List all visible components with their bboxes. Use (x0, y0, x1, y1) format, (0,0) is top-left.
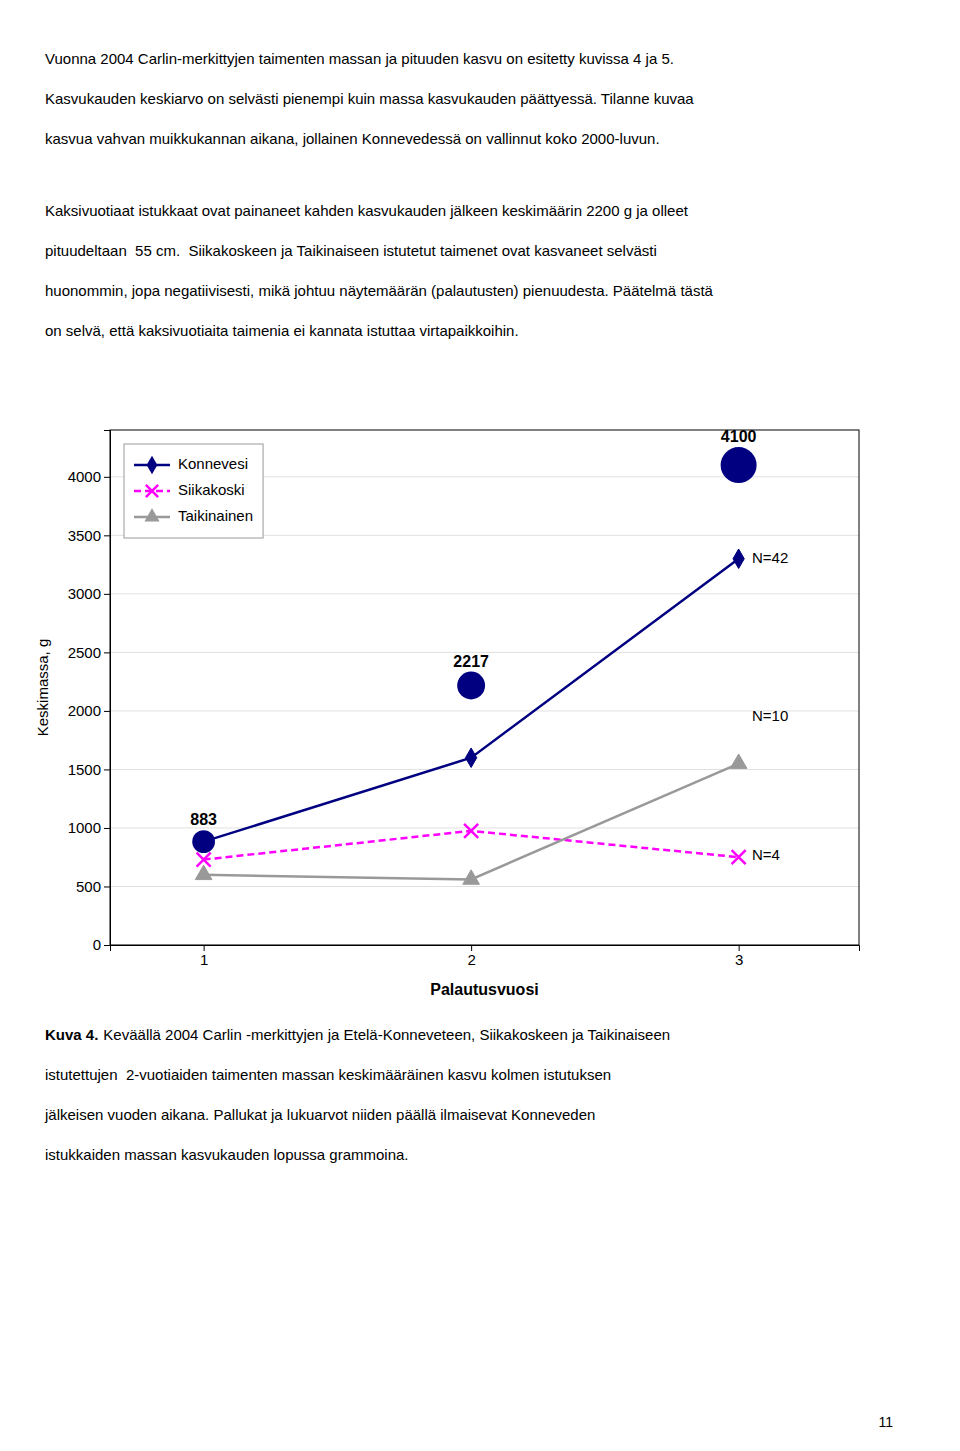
grid (110, 477, 859, 945)
marker (465, 748, 476, 768)
axis-domain (111, 946, 860, 952)
tick: 3000 (68, 585, 110, 602)
tick-label: 0 (93, 936, 101, 953)
tick-label: 1500 (68, 761, 101, 778)
tick: 1000 (68, 819, 110, 836)
bubble (457, 672, 485, 700)
caption-line: istukkaiden massan kasvukauden lopussa g… (45, 1146, 409, 1163)
marker (733, 549, 744, 569)
tick: 500 (76, 878, 110, 895)
caption-text: Keväällä 2004 Carlin -merkittyjen ja Ete… (103, 1026, 670, 1043)
grid-line (110, 710, 859, 711)
grid-line (110, 827, 859, 828)
annotation: N=42 (752, 549, 788, 566)
tick-label: 1000 (68, 819, 101, 836)
page: Vuonna 2004 Carlin-merkittyjen taimenten… (0, 0, 960, 1451)
paragraphs: Vuonna 2004 Carlin-merkittyjen taimenten… (45, 50, 714, 339)
legend-item: Konnevesi (134, 455, 248, 474)
tick-label: 3500 (68, 527, 101, 544)
tick-mark (104, 477, 110, 478)
tick-label: 1 (200, 951, 208, 968)
caption-line: istutettujen 2-vuotiaiden taimenten mass… (45, 1066, 611, 1083)
legend-box (124, 444, 263, 538)
tick: 2000 (68, 702, 110, 719)
legend-label: Taikinainen (178, 507, 253, 524)
x-axis: 1 2 3 (111, 945, 860, 968)
legend-label: Siikakoski (178, 481, 245, 498)
bubble (192, 830, 215, 853)
grid-line (110, 593, 859, 594)
line (204, 764, 739, 880)
legend-marker (146, 485, 158, 497)
caption-label: Kuva 4. (45, 1026, 98, 1043)
tick-mark (104, 828, 110, 829)
tick-label: 500 (76, 878, 101, 895)
paragraph-line: pituudeltaan 55 cm. Siikakoskeen ja Taik… (45, 242, 657, 259)
marker (464, 824, 478, 838)
tick-mark (104, 535, 110, 536)
data-label: 4100 (721, 428, 757, 445)
legend-item: Siikakoski (134, 481, 245, 498)
grid-line (110, 886, 859, 887)
tick: 3 (735, 945, 743, 968)
paragraph-line: huonommin, jopa negatiivisesti, mikä joh… (45, 282, 714, 299)
tick-mark (104, 652, 110, 653)
tick-label: 3000 (68, 585, 101, 602)
paragraph-line: on selvä, että kaksivuotiaita taimenia e… (45, 322, 519, 339)
grid-line (110, 769, 859, 770)
paragraph-line: Kaksivuotiaat istukkaat ovat painaneet k… (45, 202, 689, 219)
y-axis: 0 500 1000 1500 2000 2500 3000 3500 4000 (68, 431, 111, 954)
caption-line: jälkeisen vuoden aikana. Pallukat ja luk… (44, 1106, 595, 1123)
annotation: N=10 (752, 707, 788, 724)
data-label: 2217 (453, 653, 489, 670)
marker (730, 754, 747, 768)
tick: 0 (93, 936, 110, 953)
tick-label: 2500 (68, 644, 101, 661)
tick-mark (104, 886, 110, 887)
series (197, 824, 746, 867)
line (204, 831, 739, 860)
legend-label: Konnevesi (178, 455, 248, 472)
paragraph-line: kasvua vahvan muikkukannan aikana, jolla… (45, 130, 660, 147)
data-label: 883 (190, 811, 217, 828)
caption-line: Kuva 4. Keväällä 2004 Carlin -merkittyjen… (45, 1026, 670, 1043)
tick-label: 3 (735, 951, 743, 968)
legend-item: Taikinainen (134, 507, 253, 524)
annotation: N=4 (752, 846, 780, 863)
bubble (721, 447, 757, 483)
series (198, 549, 744, 851)
tick-label: 2 (467, 951, 475, 968)
series (195, 754, 747, 884)
tick: 1500 (68, 761, 110, 778)
tick-label: 4000 (68, 468, 101, 485)
legend-marker (144, 508, 159, 521)
tick-mark (104, 711, 110, 712)
marker (732, 850, 746, 864)
legend: Konnevesi Siikakoski Taikinainen (124, 444, 263, 538)
y-axis-title: Keskimassa, g (34, 639, 51, 737)
page-number: 11 (878, 1414, 893, 1430)
x-axis-title: Palautusvuosi (430, 981, 538, 998)
bubbles (192, 447, 756, 853)
plot-frame (110, 430, 859, 945)
tick-mark (104, 945, 110, 946)
legend-marker (147, 456, 158, 475)
axis-domain (104, 431, 111, 946)
tick-mark (104, 594, 110, 595)
marks (192, 447, 756, 884)
paragraph-line: Kasvukauden keskiarvo on selvästi pienem… (45, 90, 694, 107)
chart: 1 2 3 0 500 1000 1500 2000 2500 3000 3500 4000 Palau… (34, 428, 860, 998)
marker (463, 870, 480, 884)
tick: 1 (200, 945, 208, 968)
tick: 2 (467, 945, 475, 968)
tick-mark (104, 769, 110, 770)
tick-label: 2000 (68, 702, 101, 719)
tick: 3500 (68, 527, 110, 544)
marker (195, 865, 212, 879)
tick: 4000 (68, 468, 110, 485)
paragraph-line: Vuonna 2004 Carlin-merkittyjen taimenten… (45, 50, 674, 67)
caption: Kuva 4. Keväällä 2004 Carlin -merkittyjen… (44, 1026, 670, 1163)
labels: 883 2217 4100 N=42 N=10 N=4 (190, 428, 788, 863)
tick: 2500 (68, 644, 110, 661)
